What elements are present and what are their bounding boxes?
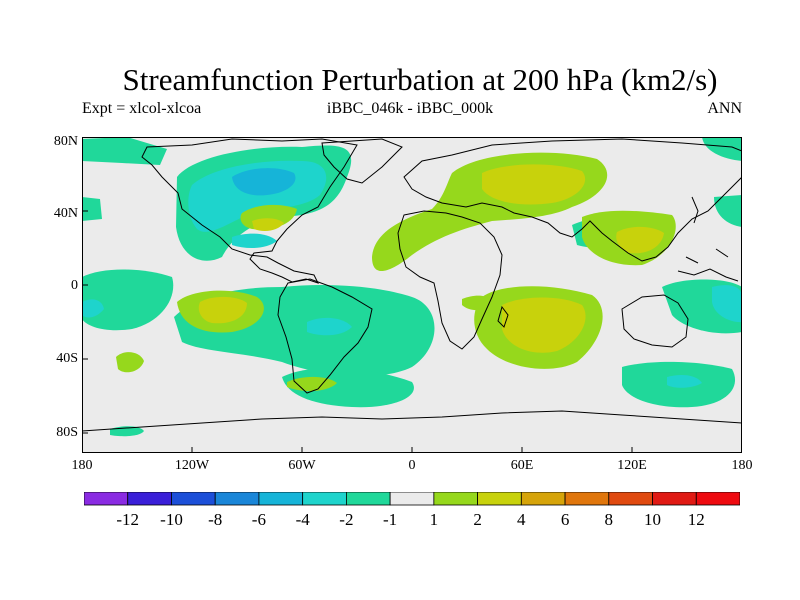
lat-label-40s: 40S bbox=[56, 351, 78, 366]
antarctica-coast bbox=[82, 410, 742, 432]
negative-contour-regions-4 bbox=[232, 168, 296, 196]
maritime-continent-coast bbox=[677, 248, 739, 282]
colorbar-swatch bbox=[127, 492, 172, 506]
colorbar-label: -6 bbox=[251, 510, 266, 529]
colorbar-swatch bbox=[433, 492, 478, 506]
difference-label: iBBC_046k - iBBC_000k bbox=[326, 100, 494, 117]
colorbar-swatch bbox=[608, 492, 653, 506]
lon-label-0: 0 bbox=[408, 458, 416, 473]
streamfunction-map bbox=[82, 137, 742, 453]
colorbar-label: 8 bbox=[604, 510, 614, 529]
australia-coast bbox=[621, 294, 689, 348]
lat-label-0: 0 bbox=[71, 278, 78, 293]
japan-coast bbox=[691, 196, 699, 224]
colorbar-label: 6 bbox=[560, 510, 570, 529]
colorbar-label: 4 bbox=[517, 510, 526, 529]
lon-label-180e: 180 bbox=[731, 458, 753, 473]
lat-label-40n: 40N bbox=[53, 206, 78, 221]
coastlines bbox=[82, 138, 742, 432]
lat-label-80n: 80N bbox=[53, 134, 78, 149]
colorbar-swatch bbox=[345, 492, 391, 506]
colorbar-swatch bbox=[258, 492, 304, 506]
colorbar-label: -4 bbox=[295, 510, 310, 529]
colorbar-label: 1 bbox=[429, 510, 439, 529]
north-america-coast bbox=[141, 138, 358, 284]
tick-marks bbox=[82, 137, 633, 453]
colorbar-swatch bbox=[302, 492, 347, 506]
lat-label-80s: 80S bbox=[56, 425, 78, 440]
colorbar-label: 2 bbox=[473, 510, 482, 529]
lon-label-60e: 60E bbox=[510, 458, 534, 473]
colorbar-label: -10 bbox=[160, 510, 183, 529]
colorbar-swatch bbox=[520, 492, 566, 506]
colorbar-label: 12 bbox=[687, 510, 705, 529]
colorbar-swatch bbox=[477, 492, 522, 506]
colorbar bbox=[84, 492, 740, 506]
south-america-coast bbox=[277, 278, 373, 394]
colorbar-swatch bbox=[84, 492, 129, 506]
colorbar-swatch bbox=[171, 492, 216, 506]
season-label: ANN bbox=[707, 100, 742, 117]
greenland-coast bbox=[321, 138, 403, 184]
lon-label-120w: 120W bbox=[174, 458, 210, 473]
colorbar-label: -12 bbox=[116, 510, 140, 529]
colorbar-swatch bbox=[652, 492, 697, 506]
eurasia-coast bbox=[403, 138, 742, 262]
colorbar-label: 10 bbox=[644, 510, 661, 529]
colorbar-label: -2 bbox=[339, 510, 354, 529]
colorbar-swatch bbox=[695, 492, 740, 506]
colorbar-label: -8 bbox=[208, 510, 223, 529]
madagascar-coast bbox=[497, 305, 509, 328]
colorbar-label: -1 bbox=[383, 510, 398, 529]
experiment-label: Expt = xlcol-xlcoa bbox=[82, 100, 202, 117]
lon-label-180w: 180 bbox=[71, 458, 93, 473]
colorbar-swatch bbox=[389, 492, 435, 506]
lon-label-120e: 120E bbox=[617, 458, 647, 473]
map-title: Streamfunction Perturbation at 200 hPa (… bbox=[122, 62, 718, 97]
colorbar-swatch bbox=[564, 492, 610, 506]
positive-contour-regions-2 bbox=[198, 164, 664, 353]
lon-label-60w: 60W bbox=[288, 458, 316, 473]
colorbar-swatch bbox=[214, 492, 260, 506]
africa-coast bbox=[397, 210, 503, 350]
